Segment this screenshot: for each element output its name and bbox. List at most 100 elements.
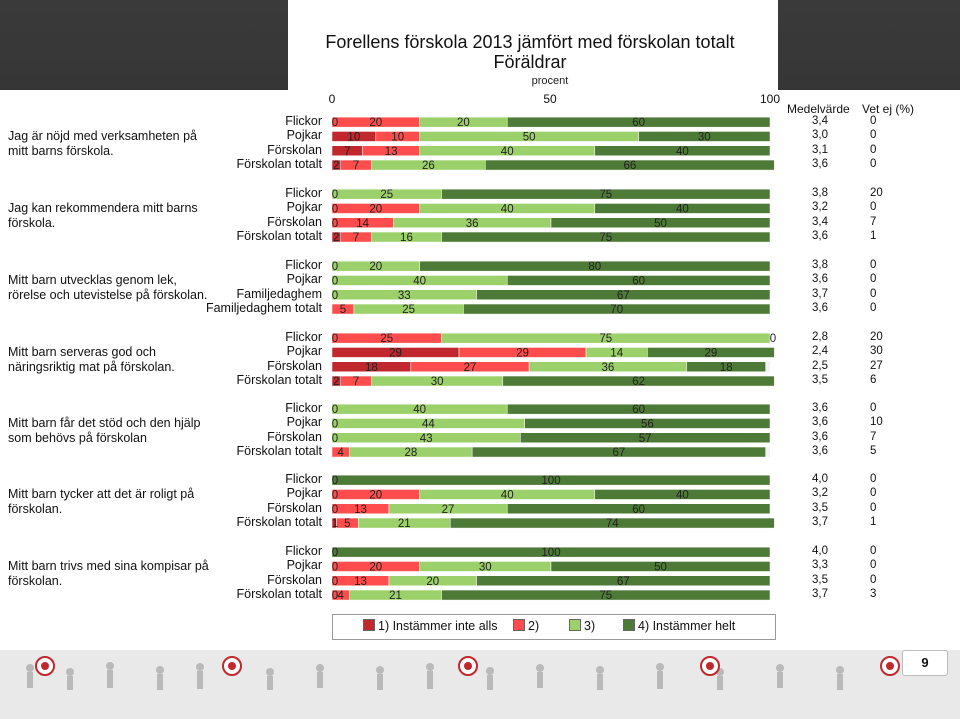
bar-segment-4 [550,217,771,228]
bar-segment-4 [638,131,771,142]
dont-know-value: 0 [870,302,877,315]
mean-value: 3,5 [812,374,828,387]
data-label: 80 [588,261,601,273]
mean-column-header: Medelvärde [787,102,850,116]
question-label: Mitt barn serveras god och näringsriktig… [8,344,175,374]
target-icon [222,656,242,676]
data-label: 57 [639,433,652,445]
dont-know-value: 0 [870,487,877,500]
bar-segment-4 [506,403,771,415]
data-label: 25 [402,304,415,316]
bar-segment-4 [502,375,775,387]
data-label: 40 [413,275,426,287]
row-label: Pojkar [286,200,322,215]
mean-value: 3,8 [812,187,828,200]
bar-segment-4 [441,231,771,243]
bar-segment-4 [506,275,771,286]
row-label: Flickor [285,114,322,129]
target-icons [35,656,900,676]
data-label: 50 [654,218,667,230]
question-label: Mitt barn tycker att det är roligt på fö… [8,486,195,516]
dont-know-value: 0 [870,115,877,128]
bar-segment-4 [441,188,771,200]
row-label: Förskolan [267,142,322,157]
row-label: Pojkar [286,344,322,359]
row-label: Flickor [285,258,322,273]
row-label: Förskolan totalt [236,373,322,388]
data-label: 25 [380,333,393,345]
question-label: Jag kan rekommendera mitt barns förskola… [8,200,198,230]
target-icon [458,656,478,676]
mean-value: 2,4 [812,345,828,358]
bar-segment-4 [441,589,771,601]
data-label: 67 [617,576,630,588]
row-label: Förskolan [267,500,322,515]
legend-swatch [363,619,375,631]
legend-item-4: 4) Instämmer helt [623,619,735,633]
question-label: Jag är nöjd med verksamheten på mitt bar… [8,128,197,158]
bar-segment-4 [594,489,771,500]
dont-know-value: 0 [870,129,877,142]
data-label: 74 [606,518,619,530]
row-label: Förskolan [267,572,322,587]
row-label: Förskolan totalt [236,515,322,530]
data-label: 100 [541,475,560,487]
data-label: 0 [332,504,338,516]
data-label: 67 [612,447,625,459]
dont-know-value: 27 [870,359,883,372]
data-label: 36 [602,362,615,374]
mean-value: 3,6 [812,302,828,315]
row-label: Flickor [285,472,322,487]
data-label: 0 [332,475,338,487]
dont-know-value: 1 [870,230,877,243]
data-label: 40 [501,489,514,501]
bar-segment-4 [471,446,766,458]
data-label: 50 [523,131,536,143]
data-label: 7 [344,146,350,158]
data-label: 30 [431,376,444,388]
data-label: 0 [332,576,338,588]
mean-value: 3,6 [812,158,828,171]
data-label: 56 [641,418,654,430]
data-label: 29 [704,347,717,359]
data-label: 13 [354,576,367,588]
dont-know-value: 0 [870,287,877,300]
data-label: 0 [332,489,338,501]
data-label: 20 [426,576,439,588]
data-label: 16 [400,232,413,244]
data-label: 62 [632,376,645,388]
legend-item-1: 1) Instämmer inte alls [363,619,497,633]
mean-value: 3,6 [812,430,828,443]
bar-segment-4 [686,361,766,372]
data-label: 60 [632,117,645,129]
mean-value: 3,1 [812,143,828,156]
dont-know-value: 20 [870,331,883,344]
chart-title: Forellens förskola 2013 jämfört med förs… [325,32,735,52]
dont-know-value: 30 [870,345,883,358]
data-label: 0 [332,404,338,416]
data-label: 40 [676,203,689,215]
data-label: 10 [391,131,404,143]
bar-segment-4 [476,289,771,300]
data-label: 0 [332,561,338,573]
data-label: 7 [353,232,359,244]
data-label: 20 [369,489,382,501]
row-label: Flickor [285,330,322,345]
dont-know-value: 0 [870,473,877,486]
row-label: Pojkar [286,128,322,143]
bar-segment-4 [331,546,771,558]
dont-know-value: 10 [870,416,883,429]
target-icon [880,656,900,676]
bar-segment-3 [441,332,771,344]
data-label: 0 [332,189,338,201]
data-label: 14 [356,218,369,230]
bar-segment-4 [647,347,775,358]
data-label: 14 [610,347,623,359]
data-label: 27 [464,362,477,374]
row-label: Flickor [285,544,322,559]
dont-know-value: 0 [870,545,877,558]
mean-value: 3,5 [812,501,828,514]
data-label: 75 [599,333,612,345]
x-axis-label: procent [531,75,569,87]
